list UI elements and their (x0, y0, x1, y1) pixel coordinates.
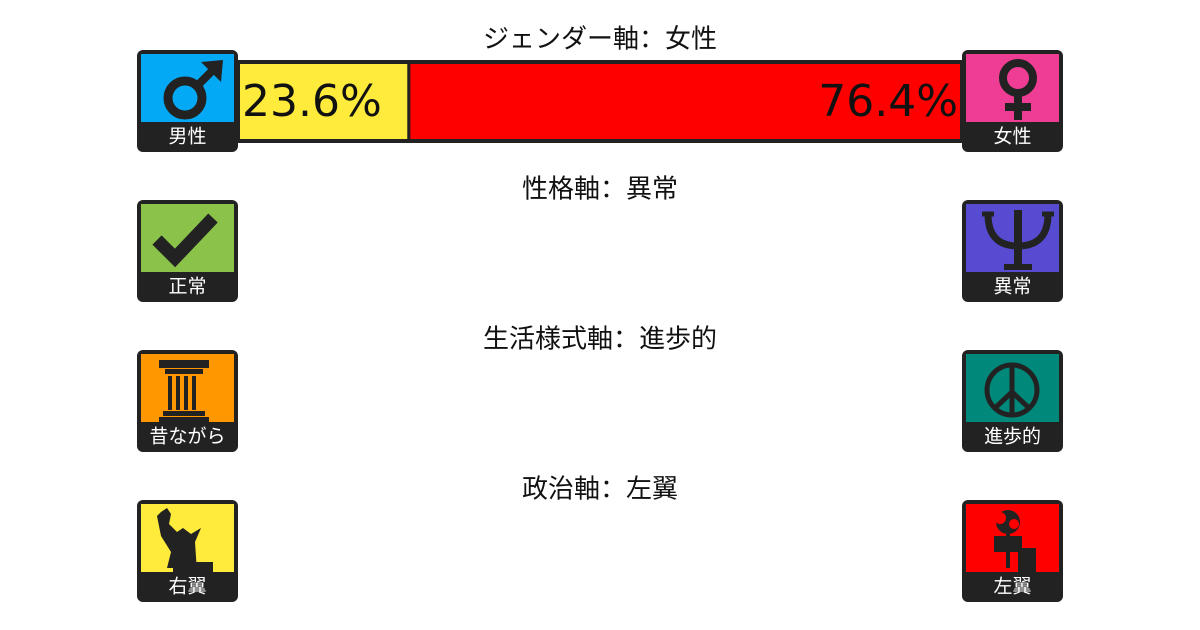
legend-label: 男性 (168, 126, 206, 148)
axis-title: ジェンダー軸：女性 (483, 25, 717, 55)
icon (982, 210, 1054, 270)
bar-border (236, 60, 964, 143)
icon-box: 男性 (137, 50, 238, 152)
icon (999, 59, 1037, 120)
icon-box: 昔ながら (137, 350, 238, 452)
icon (152, 213, 218, 268)
icon-box: 正常 (137, 200, 238, 302)
icon-box: 女性 (962, 50, 1063, 152)
icon (159, 360, 209, 422)
icon-box: 進歩的 (962, 350, 1063, 452)
bar-segment (236, 60, 411, 143)
bar-segment (407, 60, 964, 143)
legend-label: 異常 (993, 276, 1031, 298)
icon-box: 異常 (962, 200, 1063, 302)
icon (157, 508, 213, 572)
icon (984, 362, 1040, 418)
icon (163, 60, 223, 120)
axis-title: 生活様式軸：進歩的 (483, 325, 717, 355)
legend-label: 左翼 (993, 576, 1031, 598)
legend-label: 正常 (168, 276, 206, 298)
legend-label: 進歩的 (984, 426, 1041, 448)
value-label: 76.4% (818, 76, 958, 127)
value-label: 23.6% (242, 76, 382, 127)
legend-label: 右翼 (168, 576, 206, 598)
legend-label: 女性 (993, 126, 1031, 148)
axis-title: 政治軸：左翼 (522, 475, 678, 505)
axis-title: 性格軸：異常 (522, 175, 678, 205)
legend-label: 昔ながら (149, 426, 225, 448)
icon-box: 左翼 (962, 500, 1063, 602)
icon (994, 510, 1036, 572)
icon-box: 右翼 (137, 500, 238, 602)
